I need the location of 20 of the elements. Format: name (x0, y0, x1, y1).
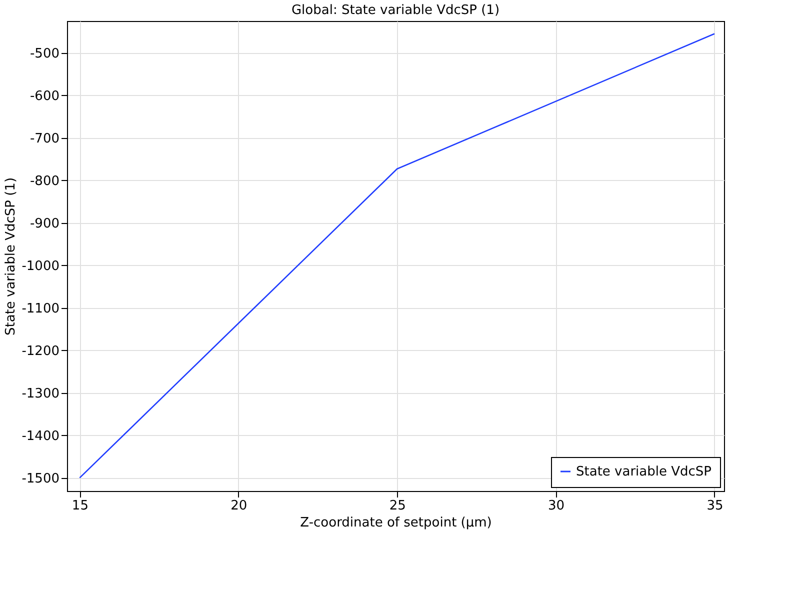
y-tick-label: -600 (30, 88, 60, 104)
y-tick-label: -1300 (22, 386, 60, 402)
y-tick-label: -500 (30, 46, 60, 62)
y-tick-label: -700 (30, 131, 60, 146)
x-tick-label: 35 (706, 498, 724, 514)
y-tick-label: -1500 (22, 471, 60, 486)
y-tick-label: -1000 (22, 258, 60, 274)
x-tick-label: 20 (230, 498, 248, 514)
x-tick-label: 30 (548, 498, 565, 514)
y-tick-label: -1200 (22, 344, 60, 359)
y-tick-label: -1100 (22, 301, 60, 316)
x-axis-title: Z-coordinate of setpoint (µm) (300, 516, 492, 530)
x-tick-label: 25 (389, 498, 406, 514)
x-tick-label: 15 (72, 498, 88, 514)
legend-label: State variable VdcSP (576, 464, 712, 480)
y-tick-label: -800 (30, 174, 60, 189)
y-axis-title: State variable VdcSP (1) (4, 177, 19, 336)
chart-title: Global: State variable VdcSP (1) (291, 3, 500, 18)
y-tick-label: -1400 (22, 428, 60, 444)
y-tick-label: -900 (30, 216, 60, 232)
